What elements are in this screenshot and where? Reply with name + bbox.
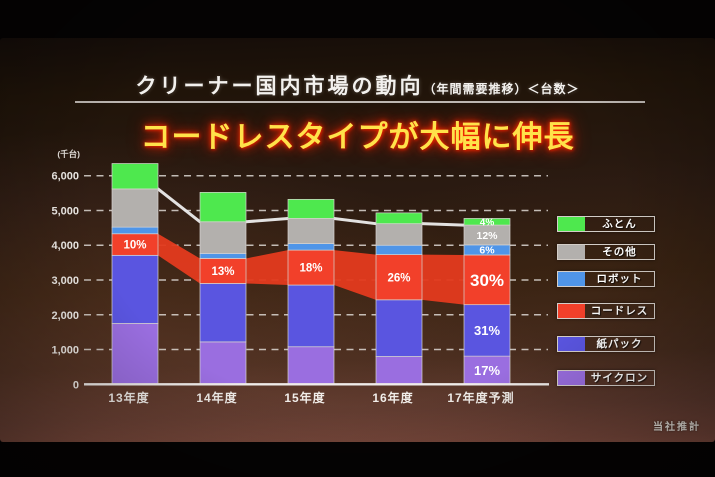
bar-segment — [111, 163, 159, 190]
bar-segment — [111, 323, 159, 385]
bar-segment — [287, 218, 335, 244]
bar-segment — [375, 212, 423, 225]
title-underline — [75, 101, 645, 103]
segment-percent-label: 6% — [479, 245, 495, 257]
segment-percent-label: 10% — [123, 240, 146, 252]
y-tick-label: 2,000 — [51, 310, 79, 322]
bar-segment — [287, 243, 335, 251]
bar-segment — [375, 223, 423, 246]
y-tick-label: 3,000 — [51, 275, 79, 287]
bar-segment — [111, 188, 159, 228]
bar-segment — [463, 218, 511, 226]
bar-segment — [463, 304, 511, 357]
bar-segment — [463, 355, 511, 385]
bar-segment — [199, 258, 247, 284]
y-axis-unit-label: (千台) — [57, 149, 80, 159]
x-axis-labels: 13年度 14年度 15年度 16年度 17年度予測 — [108, 390, 514, 405]
bar-segment — [287, 284, 335, 348]
bar-segment — [287, 346, 335, 385]
x-tick-label: 13年度 — [108, 390, 149, 405]
segment-percent-label: 30% — [470, 271, 504, 290]
headline: コードレスタイプが大幅に伸長 — [140, 121, 575, 154]
bar-segment — [199, 221, 247, 254]
title-suffix: （年間需要推移）＜台数＞ — [423, 82, 580, 96]
segment-percent-label: 13% — [211, 266, 234, 278]
y-axis-labels: 0 1,000 2,000 3,000 4,000 5,000 6,000 (千台) — [51, 149, 80, 391]
x-tick-label: 15年度 — [284, 390, 325, 405]
title-main: クリーナー国内市場の動向 — [135, 75, 424, 98]
bar-segment — [199, 283, 247, 343]
y-tick-label: 4,000 — [51, 240, 79, 252]
footnote: 当社推計 — [653, 422, 701, 433]
stacked-bars — [111, 163, 511, 385]
y-tick-label: 5,000 — [51, 205, 79, 217]
bar-segment — [375, 299, 423, 357]
slide-title: クリーナー国内市場の動向（年間需要推移）＜台数＞ — [0, 70, 715, 100]
cordless-ribbon — [158, 233, 464, 305]
y-tick-label: 0 — [73, 379, 79, 391]
trend-line — [156, 187, 466, 227]
x-tick-label: 14年度 — [196, 390, 237, 405]
segment-percent-label: 18% — [299, 263, 322, 275]
y-tick-label: 1,000 — [51, 345, 79, 357]
y-tick-label: 6,000 — [51, 171, 79, 183]
bar-segment — [287, 198, 335, 219]
x-tick-label: 17年度予測 — [447, 390, 514, 405]
segment-percent-label: 4% — [480, 217, 495, 228]
x-tick-label: 16年度 — [372, 390, 413, 405]
segment-percent-label: 31% — [474, 323, 500, 338]
bar-segment — [463, 254, 511, 306]
segment-percent-label: 26% — [387, 272, 410, 284]
bar-segment — [375, 254, 423, 301]
bar-segment — [111, 226, 159, 235]
bar-segment — [199, 192, 247, 223]
bar-segment — [375, 356, 423, 385]
bar-segment — [375, 244, 423, 255]
segment-percent-label: 17% — [474, 363, 500, 378]
segment-percent-labels: 17% 31% 10% 13% 18% 26% 30% 6% 12% 4% — [123, 217, 504, 378]
segment-percent-label: 12% — [476, 230, 498, 242]
bar-segment — [199, 341, 247, 385]
bar-segment — [287, 249, 335, 286]
bar-segment — [111, 254, 159, 324]
bar-segment — [199, 253, 247, 259]
